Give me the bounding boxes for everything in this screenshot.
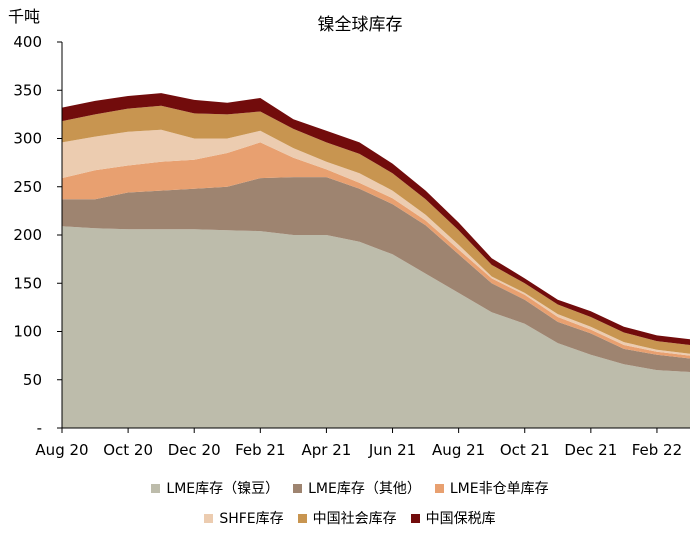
y-tick-label: -: [37, 419, 42, 437]
stacked-area-chart: - 50 100 150 200 250 300 350 400 Aug 20 Oct 20 Dec…: [8, 7, 690, 459]
legend-swatch: [434, 483, 444, 493]
area-series-3: [62, 129, 690, 356]
legend-swatch: [151, 483, 161, 493]
chart-title: 镍全球库存: [318, 15, 403, 35]
x-tick-label: Feb 21: [235, 441, 285, 459]
legend-label: LME非仓单库存: [449, 481, 549, 497]
y-tick-label: 100: [13, 323, 42, 341]
legend-item-lme-other: LME库存（其他）: [293, 478, 421, 498]
legend-label: 中国社会库存: [312, 511, 397, 527]
chart-legend: LME库存（镍豆） LME库存（其他） LME非仓单库存 SHFE库存 中国社会…: [0, 478, 700, 538]
legend-row-2: SHFE库存 中国社会库存 中国保税库: [0, 508, 700, 528]
area-series-1: [62, 177, 690, 372]
legend-label: LME库存（其他）: [308, 481, 421, 497]
legend-label: SHFE库存: [219, 511, 284, 527]
x-tick-label: Feb 22: [632, 441, 682, 459]
x-ticks: Aug 20 Oct 20 Dec 20 Feb 21 Apr 21 Jun 21 Aug …: [35, 428, 682, 459]
legend-label: 中国保税库: [425, 511, 496, 527]
legend-item-shfe: SHFE库存: [204, 508, 284, 528]
x-tick-label: Jun 21: [368, 441, 416, 459]
area-series-0: [62, 226, 690, 428]
area-series-layer: [62, 93, 690, 428]
x-tick-label: Dec 21: [564, 441, 617, 459]
legend-swatch: [297, 513, 307, 523]
area-series-4: [62, 105, 690, 354]
legend-item-lme-nickel-briquette: LME库存（镍豆）: [151, 478, 279, 498]
legend-item-china-social: 中国社会库存: [297, 508, 397, 528]
x-tick-label: Aug 20: [35, 441, 88, 459]
y-tick-label: 200: [13, 226, 42, 244]
y-axis-unit-label: 千吨: [8, 7, 40, 26]
legend-item-lme-off-warrant: LME非仓单库存: [434, 478, 549, 498]
legend-item-china-bonded: 中国保税库: [410, 508, 496, 528]
y-tick-label: 300: [13, 130, 42, 148]
y-ticks: - 50 100 150 200 250 300 350 400: [13, 33, 62, 437]
legend-row-1: LME库存（镍豆） LME库存（其他） LME非仓单库存: [0, 478, 700, 498]
y-tick-label: 50: [23, 371, 42, 389]
x-tick-label: Oct 21: [500, 441, 550, 459]
x-tick-label: Apr 21: [302, 441, 352, 459]
y-tick-label: 400: [13, 33, 42, 51]
legend-swatch: [293, 483, 303, 493]
legend-label: LME库存（镍豆）: [166, 481, 280, 497]
y-tick-label: 150: [13, 274, 42, 292]
y-tick-label: 350: [13, 81, 42, 99]
x-tick-label: Oct 20: [103, 441, 153, 459]
area-series-2: [62, 142, 690, 359]
y-tick-label: 250: [13, 178, 42, 196]
legend-swatch: [410, 513, 420, 523]
legend-swatch: [204, 513, 214, 523]
x-tick-label: Dec 20: [168, 441, 221, 459]
x-tick-label: Aug 21: [432, 441, 485, 459]
